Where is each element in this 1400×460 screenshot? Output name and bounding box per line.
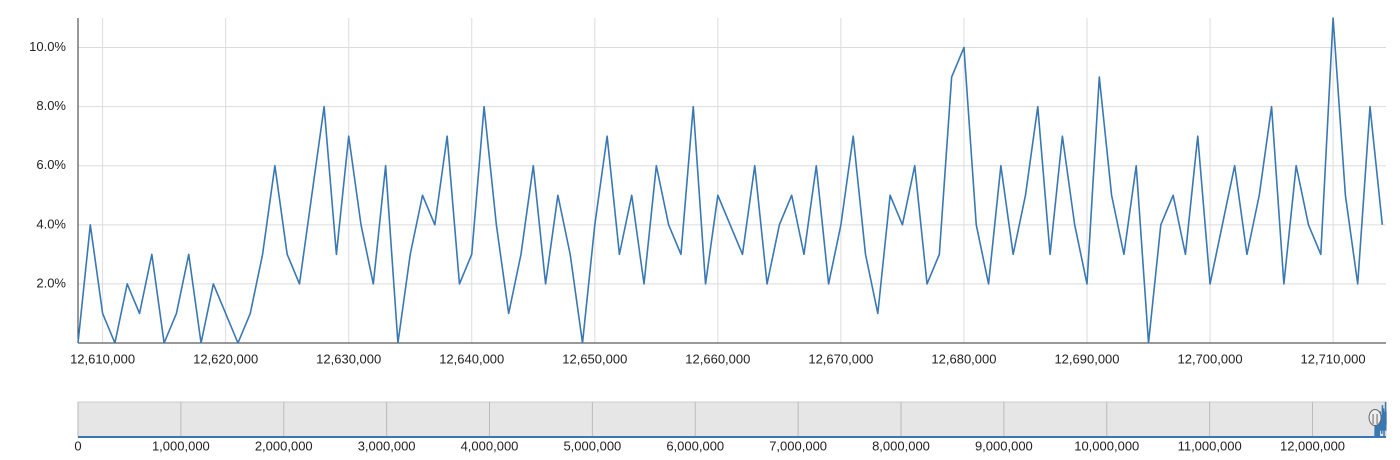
x-tick-label: 12,710,000 [1301, 351, 1366, 366]
x-tick-label: 12,610,000 [70, 351, 135, 366]
x-tick-label: 12,680,000 [931, 351, 996, 366]
x-tick-label: 12,630,000 [316, 351, 381, 366]
x-tick-label: 12,670,000 [808, 351, 873, 366]
navigator-tick-label: 5,000,000 [563, 438, 621, 453]
y-tick-label: 6.0% [36, 157, 66, 172]
navigator-tick-label: 10,000,000 [1074, 438, 1139, 453]
navigator-tick-label: 12,000,000 [1280, 438, 1345, 453]
x-tick-label: 12,620,000 [193, 351, 258, 366]
x-tick-label: 12,650,000 [562, 351, 627, 366]
navigator-tick-label: 2,000,000 [255, 438, 313, 453]
y-tick-label: 4.0% [36, 216, 66, 231]
navigator-tick-label: 8,000,000 [872, 438, 930, 453]
navigator-tick-label: 7,000,000 [769, 438, 827, 453]
navigator-tick-label: 6,000,000 [666, 438, 724, 453]
navigator-tick-label: 9,000,000 [975, 438, 1033, 453]
y-tick-label: 2.0% [36, 275, 66, 290]
y-tick-label: 8.0% [36, 98, 66, 113]
y-tick-label: 10.0% [29, 39, 66, 54]
navigator-tick-label: 11,000,000 [1178, 438, 1242, 453]
x-tick-label: 12,660,000 [685, 351, 750, 366]
navigator-tick-label: 4,000,000 [461, 438, 519, 453]
navigator-tick-label: 3,000,000 [358, 438, 416, 453]
range-handle[interactable] [1368, 409, 1382, 426]
x-tick-label: 12,700,000 [1178, 351, 1243, 366]
navigator-line [1374, 401, 1387, 438]
series-line [77, 17, 1384, 344]
navigator-tick-label: 0 [74, 438, 81, 453]
navigator-tick-label: 1,000,000 [152, 438, 210, 453]
x-tick-label: 12,690,000 [1054, 351, 1119, 366]
navigator-background [77, 401, 1387, 438]
x-tick-label: 12,640,000 [439, 351, 504, 366]
